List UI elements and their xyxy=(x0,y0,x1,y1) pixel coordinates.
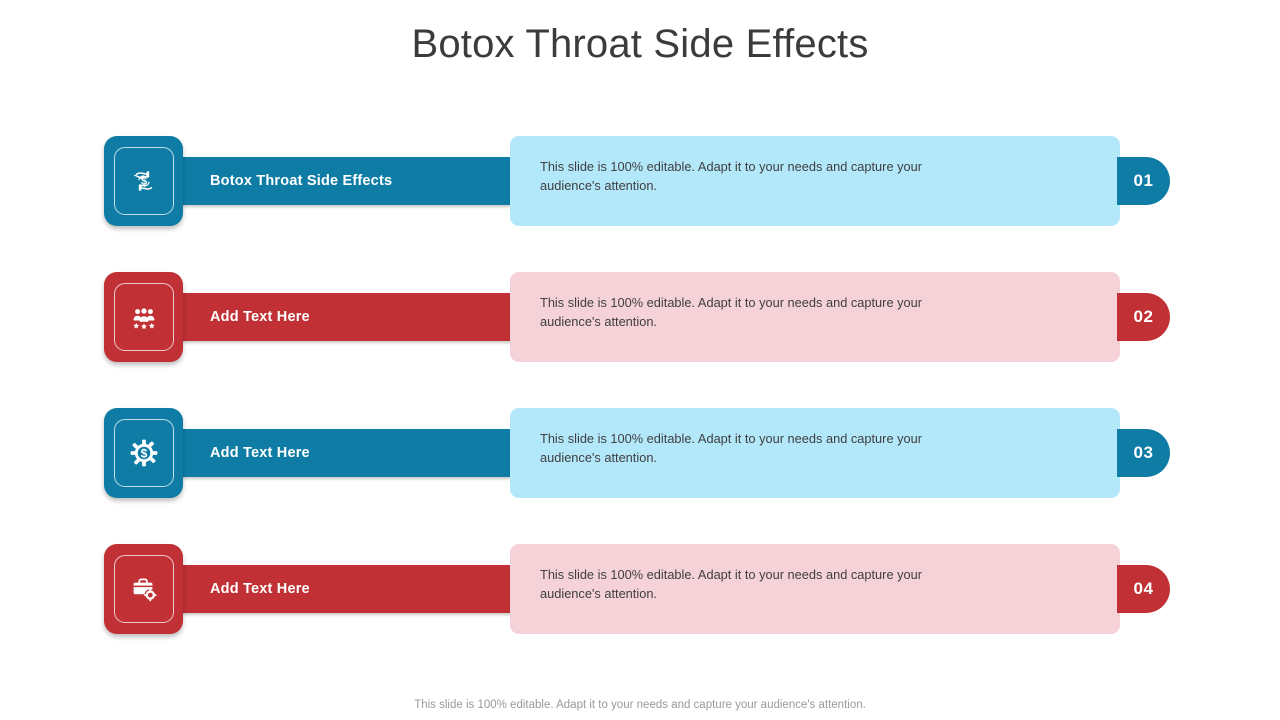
row-description-text: This slide is 100% editable. Adapt it to… xyxy=(540,431,923,465)
row-description-panel[interactable]: This slide is 100% editable. Adapt it to… xyxy=(510,272,1120,362)
row-label: Add Text Here xyxy=(210,445,310,461)
svg-text:$: $ xyxy=(140,446,147,460)
row-icon-tile[interactable] xyxy=(104,272,183,362)
slide-footer: This slide is 100% editable. Adapt it to… xyxy=(414,699,866,711)
row-number-badge: 01 xyxy=(1117,157,1170,205)
row-number-badge: 02 xyxy=(1117,293,1170,341)
row-description-text: This slide is 100% editable. Adapt it to… xyxy=(540,567,923,601)
icon-frame xyxy=(113,555,174,623)
row-number-badge: 03 xyxy=(1117,429,1170,477)
money-transfer-hands-icon: $ xyxy=(127,164,161,198)
row-number: 01 xyxy=(1133,171,1154,190)
gear-dollar-icon: $ xyxy=(127,436,161,470)
icon-frame: $ xyxy=(113,147,174,215)
row-number: 04 xyxy=(1133,579,1154,598)
list-item[interactable]: Add Text Here This slide is 100% editabl… xyxy=(0,544,1280,680)
row-label: Add Text Here xyxy=(210,581,310,597)
list-item[interactable]: Add Text Here This slide is 100% editabl… xyxy=(0,272,1280,408)
row-description-text: This slide is 100% editable. Adapt it to… xyxy=(540,159,923,193)
row-description-panel[interactable]: This slide is 100% editable. Adapt it to… xyxy=(510,136,1120,226)
content-rows: Botox Throat Side Effects This slide is … xyxy=(0,136,1280,680)
row-description-panel[interactable]: This slide is 100% editable. Adapt it to… xyxy=(510,544,1120,634)
row-description-text: This slide is 100% editable. Adapt it to… xyxy=(540,295,923,329)
row-label: Botox Throat Side Effects xyxy=(210,173,393,189)
row-icon-tile[interactable]: $ xyxy=(104,408,183,498)
row-number-badge: 04 xyxy=(1117,565,1170,613)
icon-frame: $ xyxy=(113,419,174,487)
row-number: 02 xyxy=(1133,307,1154,326)
list-item[interactable]: Add Text Here This slide is 100% editabl… xyxy=(0,408,1280,544)
page-title: Botox Throat Side Effects xyxy=(411,22,869,66)
svg-text:$: $ xyxy=(140,175,146,187)
icon-frame xyxy=(113,283,174,351)
row-icon-tile[interactable]: $ xyxy=(104,136,183,226)
briefcase-gear-icon xyxy=(127,572,161,606)
list-item[interactable]: Botox Throat Side Effects This slide is … xyxy=(0,136,1280,272)
row-label: Add Text Here xyxy=(210,309,310,325)
team-rating-stars-icon xyxy=(127,300,161,334)
row-description-panel[interactable]: This slide is 100% editable. Adapt it to… xyxy=(510,408,1120,498)
row-icon-tile[interactable] xyxy=(104,544,183,634)
row-number: 03 xyxy=(1133,443,1154,462)
